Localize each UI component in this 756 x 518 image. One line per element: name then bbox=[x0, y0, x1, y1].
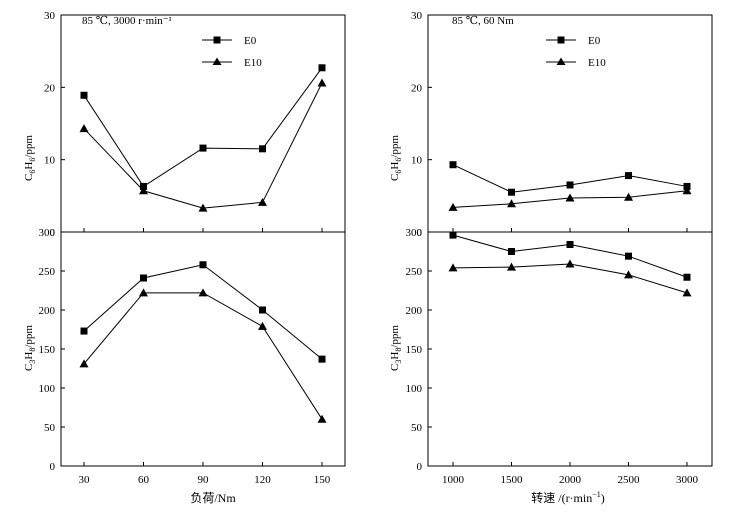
data-point-e10 bbox=[507, 262, 516, 271]
data-point-e0 bbox=[566, 181, 574, 189]
y-tick-label: 0 bbox=[50, 461, 56, 473]
data-point-e0 bbox=[625, 252, 632, 260]
data-point-e10 bbox=[448, 263, 458, 272]
x-tick-label: 1000 bbox=[442, 474, 465, 486]
data-point-e0 bbox=[449, 161, 457, 169]
data-point-e10 bbox=[258, 321, 267, 330]
data-point-e10 bbox=[198, 203, 208, 212]
x-tick-label: 1500 bbox=[501, 474, 524, 486]
data-point-e10 bbox=[448, 202, 458, 211]
panel-top-left: 0 10 20 30 bbox=[44, 10, 346, 239]
data-point-e10 bbox=[139, 288, 148, 297]
legend-left: E0 E10 bbox=[202, 35, 262, 69]
legend-label-e10: E10 bbox=[244, 57, 262, 69]
data-point-e10 bbox=[565, 259, 575, 268]
data-point-e0 bbox=[80, 91, 88, 99]
ylabel-top-right: C6H6/ppm bbox=[389, 135, 403, 181]
y-tick-label: 250 bbox=[406, 266, 423, 278]
data-point-e0 bbox=[508, 248, 515, 255]
data-point-e0 bbox=[259, 145, 266, 153]
data-point-e10 bbox=[682, 288, 692, 297]
data-point-e10 bbox=[507, 199, 516, 208]
y-tick-label: 250 bbox=[39, 266, 56, 278]
x-tick-label: 120 bbox=[254, 474, 271, 486]
data-point-e10 bbox=[317, 414, 327, 423]
y-tick-label: 300 bbox=[39, 227, 56, 239]
legend-marker-square bbox=[557, 36, 565, 44]
data-point-e10 bbox=[139, 186, 148, 195]
data-point-e0 bbox=[318, 355, 326, 363]
x-tick-label: 30 bbox=[79, 474, 91, 486]
data-point-e10 bbox=[565, 193, 575, 202]
xlabel-left: 负荷/Nm bbox=[190, 491, 236, 505]
y-tick-label: 50 bbox=[44, 422, 56, 434]
y-tick-label: 100 bbox=[406, 383, 423, 395]
data-point-e10 bbox=[79, 359, 89, 368]
ylabel-top-left: C6H6/ppm bbox=[23, 135, 37, 181]
plot-frame bbox=[60, 14, 346, 233]
panel-bottom-left: 0 50 100 150 200 250 300 30 60 90 120 150 bbox=[39, 227, 346, 486]
y-tick-label: 50 bbox=[411, 422, 423, 434]
series-line-e10 bbox=[452, 263, 688, 294]
y-tick-label: 150 bbox=[39, 344, 56, 356]
data-point-e0 bbox=[683, 273, 691, 281]
x-tick-label: 60 bbox=[138, 474, 150, 486]
legend-label-e10: E10 bbox=[588, 57, 606, 69]
y-tick-label: 30 bbox=[411, 10, 423, 22]
y-tick-label: 10 bbox=[44, 155, 56, 167]
legend-marker-triangle bbox=[212, 57, 222, 65]
y-tick-label: 10 bbox=[411, 155, 423, 167]
panel-top-right: 0 10 20 30 bbox=[411, 10, 713, 239]
data-point-e0 bbox=[80, 327, 88, 335]
y-tick-label: 0 bbox=[417, 461, 423, 473]
legend-right: E0 E10 bbox=[546, 35, 606, 69]
y-tick-label: 20 bbox=[44, 82, 56, 94]
x-tick-label: 150 bbox=[314, 474, 331, 486]
data-point-e0 bbox=[566, 240, 574, 248]
y-tick-label: 30 bbox=[44, 10, 56, 22]
y-tick-label: 150 bbox=[406, 344, 423, 356]
series-line-e0 bbox=[83, 264, 323, 360]
x-tick-label: 90 bbox=[198, 474, 210, 486]
legend-label-e0: E0 bbox=[588, 35, 601, 47]
x-tick-label: 3000 bbox=[676, 474, 699, 486]
y-tick-label: 20 bbox=[411, 82, 423, 94]
xlabel-right: 转速 /(r·min−1) bbox=[531, 490, 605, 505]
data-point-e10 bbox=[317, 78, 327, 87]
y-tick-label: 300 bbox=[406, 227, 423, 239]
y-tick-label: 0 bbox=[417, 227, 423, 239]
legend-label-e0: E0 bbox=[244, 35, 257, 47]
data-point-e10 bbox=[79, 124, 89, 133]
series-line-e0 bbox=[83, 67, 323, 188]
legend-marker-square bbox=[213, 36, 221, 44]
x-tick-label: 2500 bbox=[618, 474, 641, 486]
y-tick-label: 200 bbox=[406, 305, 423, 317]
x-tick-label: 2000 bbox=[559, 474, 582, 486]
data-point-e10 bbox=[624, 192, 633, 201]
legend-marker-triangle bbox=[556, 57, 566, 65]
annotation-right: 85 ℃, 60 Nm bbox=[452, 15, 514, 27]
series-line-e10 bbox=[83, 292, 323, 420]
data-point-e0 bbox=[199, 144, 207, 152]
data-point-e0 bbox=[449, 231, 457, 239]
data-point-e0 bbox=[508, 188, 515, 196]
ylabel-bottom-left: C3H8/ppm bbox=[23, 325, 37, 371]
ylabel-bottom-right: C3H8/ppm bbox=[389, 325, 403, 371]
data-point-e0 bbox=[625, 172, 632, 180]
panel-bottom-right: 0 50 100 150 200 250 300 1000 1500 2000 2500 3000 bbox=[406, 227, 713, 486]
data-point-e0 bbox=[140, 274, 147, 282]
data-point-e0 bbox=[199, 261, 207, 269]
y-tick-label: 0 bbox=[50, 227, 56, 239]
annotation-left: 85 ℃, 3000 r·min⁻¹ bbox=[82, 15, 172, 27]
data-point-e10 bbox=[682, 186, 692, 195]
data-point-e10 bbox=[624, 270, 633, 279]
data-point-e0 bbox=[318, 64, 326, 72]
data-point-e10 bbox=[258, 197, 267, 206]
data-point-e10 bbox=[198, 288, 208, 297]
data-point-e0 bbox=[259, 306, 266, 314]
y-tick-label: 200 bbox=[39, 305, 56, 317]
y-tick-label: 100 bbox=[39, 383, 56, 395]
